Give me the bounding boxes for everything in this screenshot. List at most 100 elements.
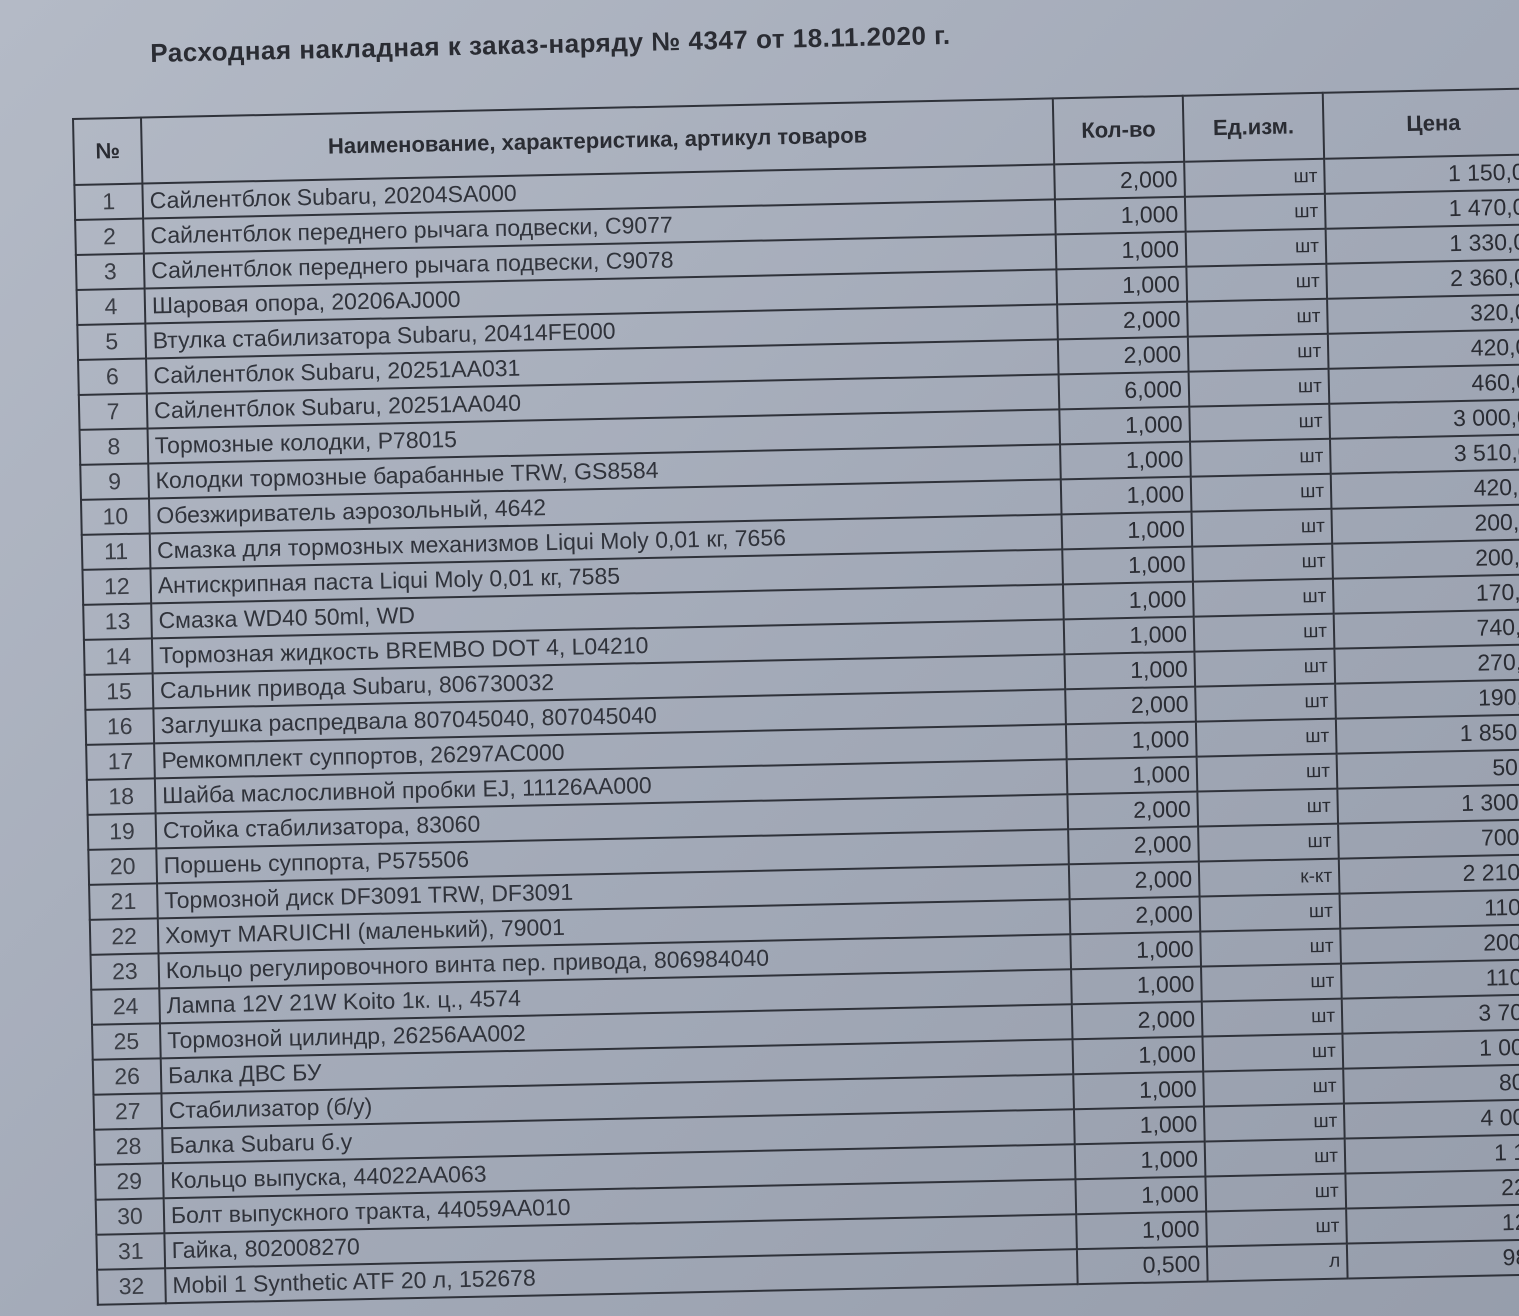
item-price: 1 470,00 bbox=[1324, 189, 1519, 229]
item-quantity: 1,000 bbox=[1073, 1071, 1204, 1110]
item-unit: шт bbox=[1185, 228, 1327, 267]
item-unit: шт bbox=[1191, 508, 1333, 547]
header-quantity: Кол-во bbox=[1052, 95, 1185, 165]
item-quantity: 1,000 bbox=[1075, 1176, 1207, 1215]
item-unit: шт bbox=[1184, 158, 1325, 197]
row-number: 19 bbox=[87, 813, 157, 850]
item-quantity: 2,000 bbox=[1068, 826, 1199, 865]
row-number: 11 bbox=[81, 533, 151, 570]
item-unit: шт bbox=[1187, 333, 1329, 372]
item-quantity: 1,000 bbox=[1076, 1211, 1207, 1250]
item-price: 2 210,00 bbox=[1338, 854, 1519, 894]
row-number: 23 bbox=[90, 953, 160, 990]
row-number: 2 bbox=[75, 218, 144, 255]
item-quantity: 1,000 bbox=[1060, 441, 1191, 480]
item-price: 170,00 bbox=[1332, 574, 1519, 614]
item-unit: к-кт bbox=[1198, 858, 1340, 897]
item-quantity: 1,000 bbox=[1055, 231, 1187, 270]
item-unit: шт bbox=[1186, 263, 1328, 302]
row-number: 21 bbox=[89, 883, 158, 920]
row-number: 22 bbox=[89, 918, 159, 955]
item-price: 50,00 bbox=[1336, 749, 1519, 789]
item-price: 1 000,0 bbox=[1342, 1028, 1519, 1069]
item-quantity: 1,000 bbox=[1063, 616, 1195, 655]
row-number: 25 bbox=[91, 1023, 161, 1060]
row-number: 20 bbox=[88, 848, 158, 885]
item-unit: шт bbox=[1205, 1173, 1347, 1212]
item-price: 200,00 bbox=[1331, 504, 1519, 544]
item-price: 460,00 bbox=[1328, 364, 1519, 404]
item-price: 3 000,00 bbox=[1329, 399, 1519, 439]
item-quantity: 2,000 bbox=[1069, 896, 1201, 935]
item-unit: шт bbox=[1198, 823, 1339, 862]
row-number: 6 bbox=[78, 358, 147, 395]
item-price: 4 000,0 bbox=[1343, 1098, 1519, 1139]
item-price: 800,0 bbox=[1343, 1063, 1519, 1104]
header-number: № bbox=[73, 117, 143, 185]
row-number: 24 bbox=[91, 988, 160, 1025]
row-number: 31 bbox=[96, 1233, 166, 1270]
item-price: 270,00 bbox=[1334, 644, 1519, 684]
item-unit: шт bbox=[1196, 753, 1338, 792]
item-price: 320,00 bbox=[1327, 294, 1519, 334]
header-unit: Ед.изм. bbox=[1182, 92, 1325, 162]
item-quantity: 1,000 bbox=[1054, 196, 1186, 235]
item-price: 2 360,00 bbox=[1326, 259, 1519, 299]
item-quantity: 1,000 bbox=[1062, 546, 1193, 585]
item-price: 980,0 bbox=[1346, 1238, 1519, 1279]
item-price: 3 700,0 bbox=[1341, 993, 1519, 1034]
item-quantity: 2,000 bbox=[1057, 336, 1189, 375]
row-number: 9 bbox=[80, 463, 149, 500]
row-number: 26 bbox=[92, 1058, 162, 1095]
item-quantity: 0,500 bbox=[1076, 1246, 1208, 1285]
item-quantity: 1,000 bbox=[1074, 1141, 1206, 1180]
item-quantity: 1,000 bbox=[1072, 1036, 1204, 1075]
item-price: 700,00 bbox=[1338, 819, 1519, 859]
item-price: 110,00 bbox=[1340, 959, 1519, 999]
row-number: 27 bbox=[93, 1093, 163, 1130]
item-price: 1 120, bbox=[1344, 1133, 1519, 1174]
item-price: 200,00 bbox=[1340, 924, 1519, 964]
item-unit: шт bbox=[1202, 1033, 1344, 1072]
item-quantity: 1,000 bbox=[1056, 266, 1188, 305]
item-unit: шт bbox=[1204, 1138, 1346, 1177]
row-number: 14 bbox=[83, 638, 153, 675]
item-unit: шт bbox=[1188, 368, 1330, 407]
item-unit: шт bbox=[1184, 193, 1326, 232]
row-number: 8 bbox=[79, 428, 149, 465]
row-number: 17 bbox=[86, 743, 155, 780]
item-price: 740,00 bbox=[1333, 609, 1519, 649]
item-unit: шт bbox=[1193, 613, 1335, 652]
row-number: 1 bbox=[74, 183, 144, 220]
item-unit: шт bbox=[1199, 893, 1341, 932]
item-unit: шт bbox=[1192, 543, 1333, 582]
item-quantity: 2,000 bbox=[1067, 791, 1199, 830]
item-unit: шт bbox=[1189, 403, 1330, 442]
item-quantity: 2,000 bbox=[1057, 301, 1188, 340]
item-price: 1 300,00 bbox=[1337, 784, 1519, 824]
item-price: 3 510,00 bbox=[1329, 434, 1519, 474]
item-price: 1 330,00 bbox=[1325, 224, 1519, 264]
row-number: 28 bbox=[94, 1128, 163, 1165]
row-number: 4 bbox=[76, 288, 146, 325]
item-quantity: 6,000 bbox=[1058, 371, 1190, 410]
item-quantity: 1,000 bbox=[1059, 406, 1191, 445]
item-quantity: 1,000 bbox=[1073, 1106, 1205, 1145]
item-price: 120,0 bbox=[1346, 1203, 1519, 1244]
item-quantity: 1,000 bbox=[1060, 476, 1192, 515]
item-unit: шт bbox=[1201, 998, 1343, 1037]
item-price: 1 150,00 bbox=[1324, 154, 1519, 194]
item-unit: шт bbox=[1192, 578, 1334, 617]
item-unit: шт bbox=[1187, 298, 1328, 337]
row-number: 18 bbox=[86, 778, 156, 815]
item-quantity: 1,000 bbox=[1066, 756, 1198, 795]
item-quantity: 2,000 bbox=[1065, 686, 1196, 725]
row-number: 5 bbox=[77, 323, 147, 360]
item-unit: шт bbox=[1195, 683, 1336, 722]
item-price: 190,00 bbox=[1335, 679, 1519, 719]
invoice-table: № Наименование, характеристика, артикул … bbox=[72, 87, 1519, 1306]
row-number: 16 bbox=[85, 708, 155, 745]
item-price: 220,0 bbox=[1345, 1168, 1519, 1209]
item-unit: шт bbox=[1203, 1103, 1345, 1142]
item-price: 1 850,00 bbox=[1335, 714, 1519, 754]
